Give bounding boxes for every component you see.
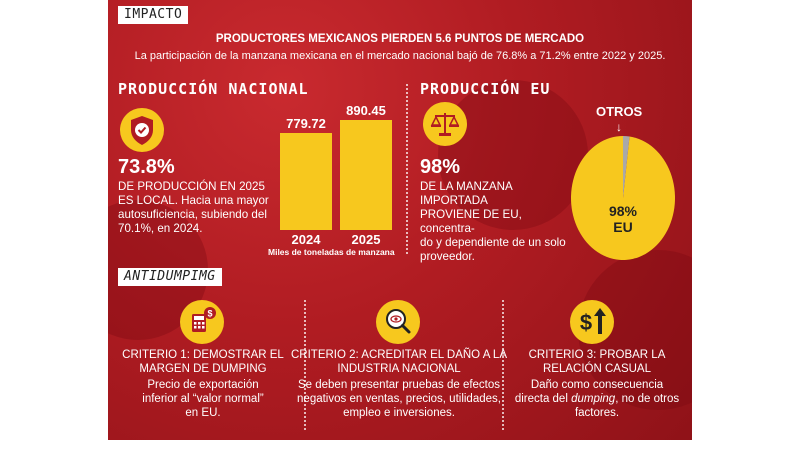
bar-2025 <box>340 119 392 230</box>
body-line: directa del dumping, no de otros <box>514 393 680 405</box>
svg-text:$: $ <box>580 310 592 335</box>
title-line: CRITERIO 3: PROBAR LA <box>528 349 666 361</box>
background-apple-decoration <box>438 80 588 230</box>
text-line: DE LA MANZANA IMPORTADA <box>420 180 513 207</box>
section-divider <box>406 84 408 254</box>
body-line: empleo e inversiones. <box>343 407 455 419</box>
pie-callout-otros: OTROS <box>596 104 643 119</box>
text-line: PROVIENE DE EU, concentra- <box>420 208 522 235</box>
body-line: Precio de exportación <box>147 379 259 391</box>
text-line: autosuficiencia, subiendo del <box>118 208 267 221</box>
bar-category-label: 2024 <box>291 232 321 247</box>
calculator-dollar-icon: $ <box>180 300 224 344</box>
body-line: negativos en ventas, precios, utilidades… <box>297 393 501 405</box>
title-line: MARGEN DE DUMPING <box>139 363 267 375</box>
headline: PRODUCTORES MEXICANOS PIERDEN 5.6 PUNTOS… <box>215 33 585 45</box>
criteria-divider <box>304 300 306 430</box>
eu-share-pie-chart: 98%EU <box>571 136 675 260</box>
produccion-eu-title: PRODUCCIÓN EU <box>420 80 551 98</box>
subline: La participación de la manzana mexicana … <box>134 50 666 62</box>
title-line: INDUSTRIA NACIONAL <box>337 363 461 375</box>
pie-slice-otros <box>623 136 630 198</box>
bar-2024 <box>280 133 332 230</box>
pie-center-value: 98% <box>609 203 638 219</box>
body-line: factores. <box>574 407 620 419</box>
criterio-1-title: CRITERIO 1: DEMOSTRAR EL MARGEN DE DUMPI… <box>108 348 298 376</box>
body-line: Daño como consecuencia <box>530 379 664 391</box>
bar-value-label: 779.72 <box>286 116 326 132</box>
title-line: CRITERIO 1: DEMOSTRAR EL <box>122 349 284 361</box>
bar-value-label: 890.45 <box>346 102 386 118</box>
produccion-eu-stat: 98% <box>420 156 461 178</box>
produccion-nacional-text: DE PRODUCCIÓN EN 2025 ES LOCAL. Hacia un… <box>118 180 278 236</box>
pie-callout-arrow: ↓ <box>616 120 622 134</box>
produccion-nacional-stat: 73.8% <box>118 156 175 178</box>
body-line: Se deben presentar pruebas de efectos <box>297 379 501 391</box>
body-line: inferior al “valor normal” <box>142 393 264 405</box>
criterio-1-body: Precio de exportación inferior al “valor… <box>108 378 298 420</box>
scale-icon <box>423 102 467 146</box>
impacto-tag: IMPACTO <box>118 6 189 24</box>
text-line: DE PRODUCCIÓN EN 2025 <box>118 180 265 193</box>
criteria-divider <box>502 300 504 430</box>
bar-category-label: 2025 <box>351 232 381 247</box>
magnifier-eye-icon <box>376 300 420 344</box>
antidumping-tag: ANTIDUMPIMG <box>118 268 222 286</box>
dollar-arrow-up-icon: $ <box>570 300 614 344</box>
criterio-2-body: Se deben presentar pruebas de efectos ne… <box>286 378 512 420</box>
criterio-2-title: CRITERIO 2: ACREDITAR EL DAÑO A LA INDUS… <box>286 348 512 376</box>
svg-text:$: $ <box>207 309 212 319</box>
criterio-3-body: Daño como consecuencia directa del dumpi… <box>502 378 692 420</box>
criterio-3-title: CRITERIO 3: PROBAR LA RELACIÓN CASUAL <box>502 348 692 376</box>
title-line: RELACIÓN CASUAL <box>542 363 651 375</box>
pie-center-label: EU <box>613 219 632 235</box>
title-line: CRITERIO 2: ACREDITAR EL DAÑO A LA <box>290 349 507 361</box>
infographic-panel: IMPACTO PRODUCTORES MEXICANOS PIERDEN 5.… <box>108 0 692 440</box>
text-line: ES LOCAL. Hacia una mayor <box>118 194 269 207</box>
produccion-nacional-title: PRODUCCIÓN NACIONAL <box>118 80 309 98</box>
text-line: proveedor. <box>420 250 475 263</box>
text-line: do y dependiente de un solo <box>420 236 566 249</box>
produccion-eu-text: DE LA MANZANA IMPORTADA PROVIENE DE EU, … <box>420 180 570 264</box>
body-line: en EU. <box>185 407 221 419</box>
text-line: 70.1%, en 2024. <box>118 222 203 235</box>
shield-check-icon <box>120 108 164 152</box>
chart-xlabel: Miles de toneladas de manzana <box>268 247 395 257</box>
